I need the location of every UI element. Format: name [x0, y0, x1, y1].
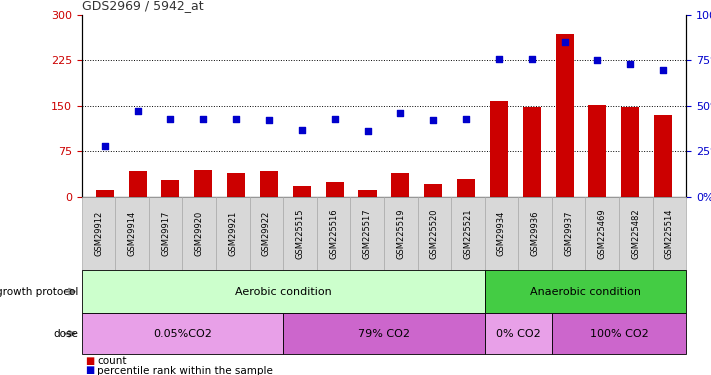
Text: GSM225521: GSM225521 [464, 208, 472, 259]
Text: GSM29937: GSM29937 [564, 211, 573, 256]
Bar [260, 171, 278, 197]
Bar [589, 105, 606, 197]
Point [592, 57, 603, 63]
Point [165, 116, 176, 122]
Bar [654, 115, 672, 197]
Point [329, 116, 341, 122]
Text: GSM225482: GSM225482 [631, 208, 640, 259]
Point [395, 110, 406, 116]
Bar [194, 170, 213, 197]
Point [460, 116, 471, 122]
Text: GSM29914: GSM29914 [128, 211, 137, 256]
Text: GSM225519: GSM225519 [396, 208, 405, 259]
Text: GSM225469: GSM225469 [598, 208, 606, 259]
Text: GSM29920: GSM29920 [195, 211, 204, 256]
Point [493, 56, 505, 62]
Text: GSM225520: GSM225520 [430, 208, 439, 259]
Text: dose: dose [53, 329, 78, 339]
Point [658, 67, 669, 73]
Point [296, 127, 308, 133]
Text: GSM29912: GSM29912 [94, 211, 103, 256]
Text: GSM29922: GSM29922 [262, 211, 271, 256]
Bar [326, 182, 343, 197]
Text: ■: ■ [85, 366, 95, 375]
Bar [227, 172, 245, 197]
Text: GSM29917: GSM29917 [161, 211, 170, 256]
Bar [490, 101, 508, 197]
Text: Aerobic condition: Aerobic condition [235, 286, 331, 297]
Text: Anaerobic condition: Anaerobic condition [530, 286, 641, 297]
Bar [424, 183, 442, 197]
Point [230, 116, 242, 122]
Bar [161, 180, 179, 197]
Point [132, 108, 144, 114]
Point [624, 61, 636, 67]
Text: ■: ■ [85, 356, 95, 366]
Bar [621, 107, 639, 197]
Point [427, 117, 439, 123]
Text: percentile rank within the sample: percentile rank within the sample [97, 366, 273, 375]
Point [559, 39, 570, 45]
Bar [391, 172, 410, 197]
Point [263, 117, 274, 123]
Text: GSM225514: GSM225514 [665, 208, 674, 259]
Point [99, 143, 110, 149]
Point [198, 116, 209, 122]
Text: 0% CO2: 0% CO2 [496, 329, 540, 339]
Text: count: count [97, 356, 127, 366]
Text: GSM29936: GSM29936 [530, 211, 540, 256]
Text: GSM225517: GSM225517 [363, 208, 372, 259]
Point [362, 128, 373, 134]
Bar [358, 190, 377, 197]
Bar [555, 34, 574, 197]
Bar [129, 171, 146, 197]
Point [526, 56, 538, 62]
Text: GDS2969 / 5942_at: GDS2969 / 5942_at [82, 0, 203, 12]
Text: GSM29934: GSM29934 [497, 211, 506, 256]
Bar [457, 179, 475, 197]
Text: 100% CO2: 100% CO2 [589, 329, 648, 339]
Text: 0.05%CO2: 0.05%CO2 [153, 329, 212, 339]
Text: GSM29921: GSM29921 [228, 211, 237, 256]
Text: GSM225515: GSM225515 [296, 208, 304, 259]
Text: 79% CO2: 79% CO2 [358, 329, 410, 339]
Bar [96, 190, 114, 197]
Text: growth protocol: growth protocol [0, 286, 78, 297]
Text: GSM225516: GSM225516 [329, 208, 338, 259]
Bar [293, 186, 311, 197]
Bar [523, 107, 541, 197]
